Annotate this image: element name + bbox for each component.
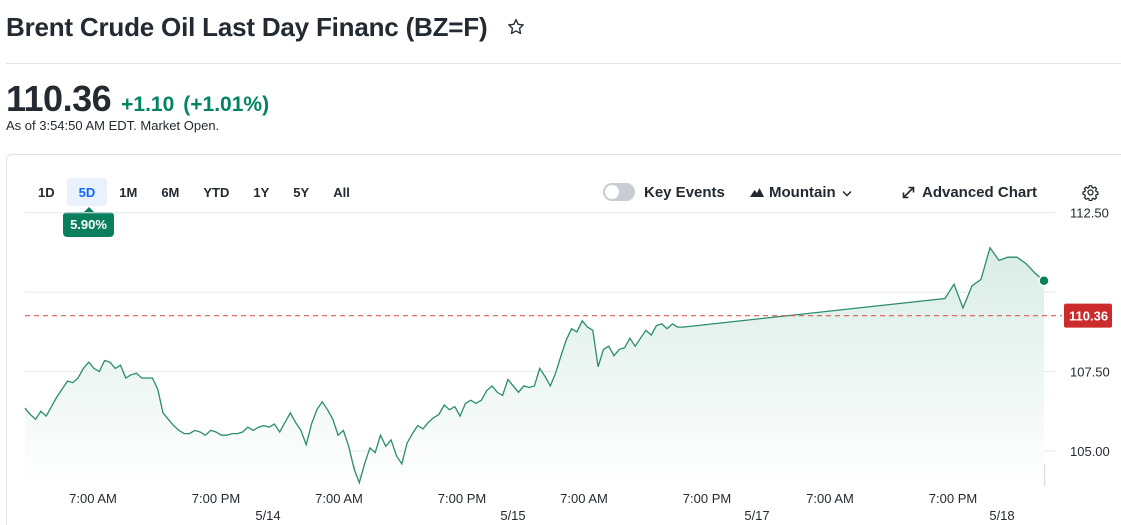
- x-date-tick-label: 5/17: [744, 508, 769, 523]
- last-price: 110.36: [6, 78, 112, 119]
- range-tab-5d[interactable]: 5D: [66, 178, 108, 206]
- x-time-tick-label: 7:00 PM: [192, 491, 240, 506]
- price-change: +1.10: [121, 93, 175, 116]
- x-time-tick-label: 7:00 AM: [560, 491, 608, 506]
- chevron-down-icon: [842, 184, 852, 201]
- price-change-percent: (+1.01%): [183, 93, 270, 116]
- range-tab-all[interactable]: All: [333, 184, 350, 200]
- chart-type-dropdown[interactable]: Mountain: [750, 181, 852, 203]
- volume-bar: [1044, 464, 1046, 486]
- toggle-switch[interactable]: [603, 183, 635, 201]
- chart-card: [6, 154, 1121, 525]
- last-price-dot: [1038, 274, 1050, 287]
- chart-type-label: Mountain: [769, 183, 836, 201]
- range-tab-1m[interactable]: 1M: [119, 184, 138, 200]
- gear-icon[interactable]: [1082, 181, 1099, 203]
- market-status: As of 3:54:50 AM EDT. Market Open.: [6, 118, 220, 133]
- quote-row: 110.36 +1.10 (+1.01%): [6, 78, 269, 120]
- x-time-tick-label: 7:00 AM: [315, 491, 363, 506]
- y-tick-label: 112.50: [1070, 206, 1109, 221]
- last-price-label: 110.36: [1069, 309, 1108, 324]
- y-tick-label: 107.50: [1070, 365, 1110, 380]
- x-date-tick-label: 5/14: [255, 508, 280, 523]
- y-tick-label: 105.00: [1070, 444, 1110, 459]
- range-tab-ytd[interactable]: YTD: [203, 184, 230, 200]
- advanced-chart-label: Advanced Chart: [922, 183, 1038, 201]
- expand-arrows-icon: [902, 186, 915, 199]
- x-time-tick-label: 7:00 PM: [438, 491, 486, 506]
- x-date-tick-label: 5/18: [989, 508, 1014, 523]
- star-outline-icon[interactable]: [505, 16, 527, 38]
- page-title: Brent Crude Oil Last Day Financ (BZ=F): [6, 11, 488, 42]
- range-tab-5y[interactable]: 5Y: [293, 184, 310, 200]
- range-tabs: 1D 5D 1M 6M YTD 1Y 5Y All: [26, 178, 362, 206]
- x-time-tick-label: 7:00 AM: [69, 491, 117, 506]
- range-tab-1d[interactable]: 1D: [38, 184, 55, 200]
- header-divider: [6, 63, 1121, 64]
- advanced-chart-button[interactable]: Advanced Chart: [902, 181, 1037, 203]
- price-area: [25, 247, 1044, 486]
- range-change-badge: 5.90%: [63, 207, 114, 237]
- range-tab-6m[interactable]: 6M: [161, 184, 180, 200]
- price-line: [24, 246, 1045, 485]
- title-row: Brent Crude Oil Last Day Financ (BZ=F): [6, 10, 527, 44]
- x-time-tick-label: 7:00 PM: [683, 491, 731, 506]
- range-tab-1y[interactable]: 1Y: [253, 184, 270, 200]
- x-time-tick-label: 7:00 AM: [806, 491, 854, 506]
- toggle-knob: [605, 185, 619, 199]
- x-date-tick-label: 5/15: [500, 508, 525, 523]
- key-events-label: Key Events: [644, 183, 725, 201]
- x-time-tick-label: 7:00 PM: [929, 491, 977, 506]
- mountain-icon: [750, 187, 764, 197]
- last-price-label-bg: [1064, 303, 1112, 328]
- key-events-toggle[interactable]: Key Events: [603, 181, 725, 203]
